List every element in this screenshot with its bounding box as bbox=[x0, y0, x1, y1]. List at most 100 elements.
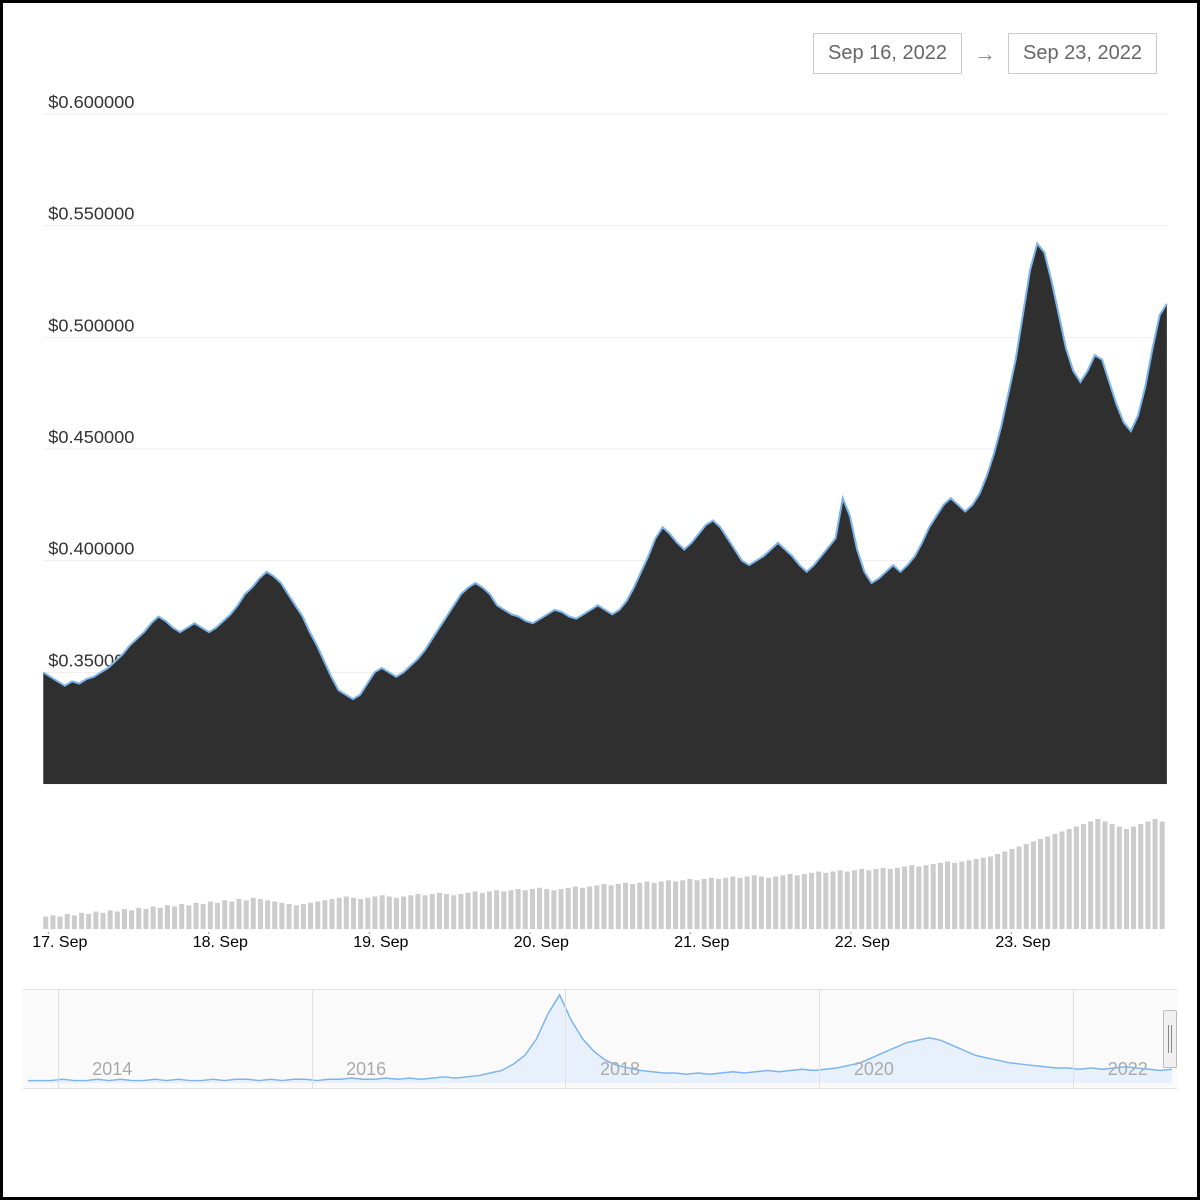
chart-container: Sep 16, 2022 → Sep 23, 2022 $0.300000$0.… bbox=[23, 23, 1177, 1177]
volume-bar bbox=[730, 877, 735, 930]
end-date-input[interactable]: Sep 23, 2022 bbox=[1008, 33, 1157, 74]
volume-bar bbox=[1052, 834, 1057, 929]
volume-bar bbox=[852, 870, 857, 929]
volume-bar bbox=[616, 884, 621, 929]
volume-bar bbox=[1117, 827, 1122, 930]
volume-bar bbox=[959, 862, 964, 930]
nav-year-label: 2014 bbox=[92, 1059, 132, 1080]
volume-bar bbox=[365, 898, 370, 929]
volume-bar bbox=[1045, 837, 1050, 930]
volume-bar bbox=[143, 909, 148, 929]
volume-bar bbox=[201, 904, 206, 929]
volume-bar bbox=[279, 903, 284, 929]
volume-bar bbox=[945, 862, 950, 930]
volume-bar bbox=[537, 888, 542, 929]
volume-bar bbox=[909, 865, 914, 929]
volume-bar bbox=[587, 887, 592, 930]
volume-bar bbox=[258, 899, 263, 929]
volume-bar bbox=[1002, 852, 1007, 930]
volume-bar bbox=[888, 869, 893, 929]
volume-chart[interactable] bbox=[23, 814, 1177, 934]
volume-bar bbox=[129, 910, 134, 929]
volume-bar bbox=[723, 878, 728, 929]
volume-bar bbox=[115, 912, 120, 930]
volume-bar bbox=[387, 897, 392, 930]
volume-bar bbox=[573, 887, 578, 930]
volume-bar bbox=[580, 888, 585, 929]
volume-bar bbox=[236, 899, 241, 929]
volume-bar bbox=[924, 865, 929, 929]
volume-bar bbox=[444, 894, 449, 929]
volume-bar bbox=[1102, 822, 1107, 930]
volume-bar bbox=[659, 882, 664, 930]
volume-bar bbox=[652, 883, 657, 929]
volume-bar bbox=[72, 915, 77, 929]
volume-bar bbox=[1031, 842, 1036, 930]
y-tick-label: $0.550000 bbox=[48, 204, 134, 224]
volume-bar bbox=[845, 872, 850, 930]
volume-bar bbox=[1088, 822, 1093, 930]
x-tick-label: 22. Sep bbox=[835, 934, 890, 952]
volume-bar bbox=[680, 880, 685, 929]
volume-bar bbox=[666, 880, 671, 929]
volume-bar bbox=[315, 902, 320, 930]
price-chart[interactable]: $0.300000$0.350000$0.400000$0.450000$0.5… bbox=[23, 94, 1177, 794]
volume-bar bbox=[508, 890, 513, 929]
volume-bar bbox=[830, 872, 835, 930]
volume-bar bbox=[816, 872, 821, 930]
volume-bar bbox=[151, 907, 156, 930]
volume-bar bbox=[995, 854, 1000, 929]
y-tick-label: $0.500000 bbox=[48, 315, 134, 335]
volume-bar bbox=[609, 885, 614, 929]
volume-bar bbox=[43, 917, 48, 930]
volume-bar bbox=[1081, 824, 1086, 929]
volume-bar bbox=[322, 900, 327, 929]
volume-bar bbox=[916, 867, 921, 930]
volume-bar bbox=[859, 869, 864, 929]
volume-bar bbox=[494, 890, 499, 929]
volume-bar bbox=[558, 889, 563, 929]
volume-bar bbox=[244, 900, 249, 929]
volume-bar bbox=[644, 882, 649, 930]
volume-bar bbox=[752, 875, 757, 929]
volume-bar bbox=[380, 895, 385, 929]
volume-bar bbox=[802, 874, 807, 929]
volume-bar bbox=[287, 904, 292, 929]
volume-bar bbox=[551, 890, 556, 929]
volume-bar bbox=[408, 895, 413, 929]
volume-bar bbox=[773, 877, 778, 930]
volume-bar bbox=[179, 904, 184, 929]
y-tick-label: $0.600000 bbox=[48, 94, 134, 112]
volume-bar bbox=[58, 917, 63, 930]
volume-bar bbox=[480, 893, 485, 929]
x-tick-label: 18. Sep bbox=[193, 934, 248, 952]
volume-bar bbox=[358, 899, 363, 929]
start-date-input[interactable]: Sep 16, 2022 bbox=[813, 33, 962, 74]
volume-bar bbox=[465, 893, 470, 929]
volume-bar bbox=[86, 914, 91, 929]
volume-bar bbox=[122, 909, 127, 929]
area-fill bbox=[43, 244, 1167, 785]
volume-bar bbox=[473, 892, 478, 930]
volume-bar bbox=[1017, 847, 1022, 930]
volume-bar bbox=[687, 879, 692, 929]
volume-bar bbox=[415, 894, 420, 929]
volume-bar bbox=[487, 892, 492, 930]
volume-bar bbox=[50, 915, 55, 929]
volume-bar bbox=[372, 897, 377, 930]
volume-bar bbox=[702, 879, 707, 929]
navigator-handle[interactable] bbox=[1163, 1010, 1177, 1069]
volume-bar bbox=[902, 867, 907, 930]
nav-year-label: 2016 bbox=[346, 1059, 386, 1080]
volume-bar bbox=[1024, 844, 1029, 929]
volume-bar bbox=[938, 863, 943, 929]
volume-bar bbox=[1138, 824, 1143, 929]
volume-bar bbox=[194, 903, 199, 929]
navigator-chart[interactable]: 20142016201820202022 bbox=[23, 989, 1177, 1089]
volume-bar bbox=[1059, 832, 1064, 930]
volume-bar bbox=[981, 858, 986, 929]
volume-bar bbox=[294, 905, 299, 929]
volume-bar bbox=[93, 912, 98, 930]
volume-bar bbox=[165, 905, 170, 929]
volume-bar bbox=[623, 883, 628, 929]
